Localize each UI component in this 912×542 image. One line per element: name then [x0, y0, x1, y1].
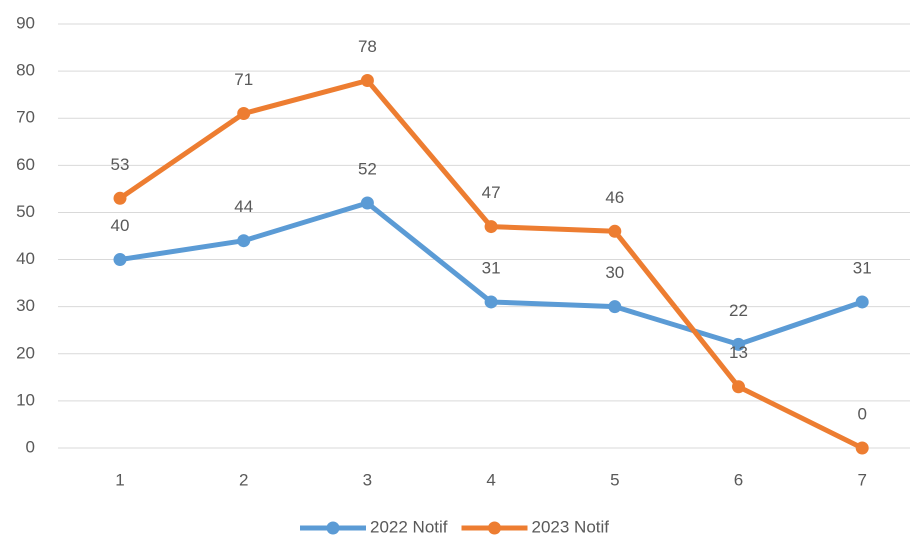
legend-marker [488, 521, 501, 535]
y-tick-label: 10 [16, 390, 35, 409]
data-label: 31 [482, 258, 501, 277]
x-tick-label: 3 [363, 470, 372, 489]
point [237, 107, 251, 121]
data-label: 22 [729, 301, 748, 320]
y-tick-label: 50 [16, 202, 35, 221]
legend-marker [326, 521, 340, 535]
y-tick-label: 70 [16, 108, 35, 127]
y-tick-label: 30 [16, 296, 35, 315]
x-tick-label: 1 [115, 470, 124, 489]
x-tick-label: 5 [610, 470, 619, 489]
data-label: 78 [358, 37, 377, 56]
point [360, 196, 374, 210]
point [113, 191, 127, 205]
point [484, 295, 498, 309]
point [855, 295, 869, 309]
data-label: 53 [111, 155, 130, 174]
data-label: 47 [482, 183, 501, 202]
data-label: 44 [234, 197, 253, 216]
point [484, 220, 498, 234]
y-tick-label: 90 [16, 13, 35, 32]
y-tick-label: 20 [16, 343, 35, 362]
data-label: 40 [111, 216, 130, 235]
data-label: 31 [853, 258, 872, 277]
data-label: 0 [857, 404, 866, 423]
data-label: 52 [358, 160, 377, 179]
data-label: 30 [605, 263, 624, 282]
data-label: 13 [729, 343, 748, 362]
point [360, 74, 374, 88]
x-tick-label: 2 [239, 470, 248, 489]
point [608, 300, 622, 314]
point [237, 234, 251, 248]
point [608, 224, 622, 238]
y-tick-label: 60 [16, 155, 35, 174]
point [855, 441, 869, 455]
point [732, 337, 745, 351]
y-tick-label: 0 [26, 437, 35, 456]
x-tick-label: 6 [734, 470, 743, 489]
y-tick-label: 80 [16, 61, 35, 80]
data-label: 46 [605, 188, 624, 207]
point [113, 253, 127, 267]
y-tick-label: 40 [16, 249, 35, 268]
data-label: 71 [234, 70, 253, 89]
point [732, 380, 745, 394]
x-tick-label: 7 [857, 470, 866, 489]
legend-label: 2022 Notif [370, 517, 448, 536]
legend-label: 2023 Notif [532, 517, 610, 536]
x-tick-label: 4 [486, 470, 495, 489]
